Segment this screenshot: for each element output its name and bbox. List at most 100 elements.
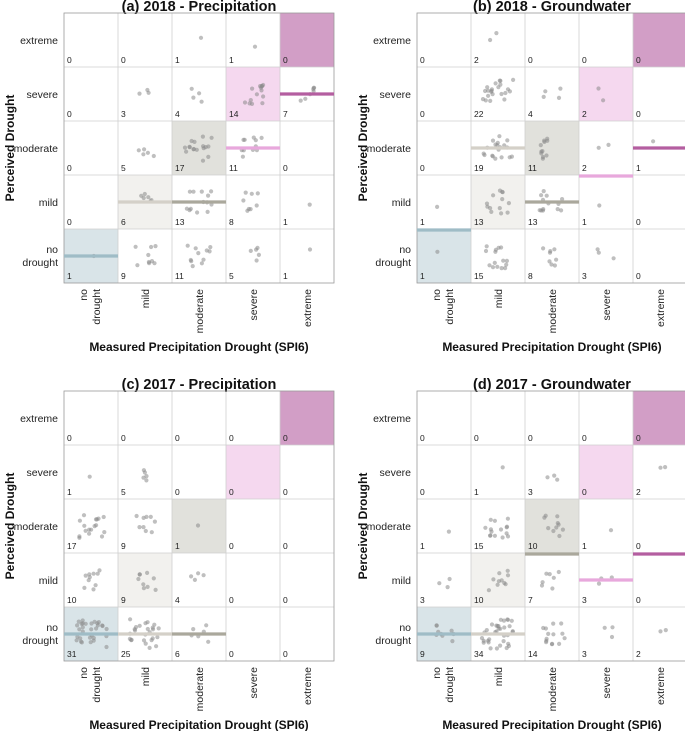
data-point <box>100 623 105 628</box>
data-point <box>549 262 554 267</box>
data-point <box>151 576 156 581</box>
cell-count: 0 <box>229 433 234 443</box>
data-point <box>490 265 496 270</box>
cell-count: 7 <box>528 595 533 605</box>
data-point <box>555 207 560 212</box>
data-point <box>602 625 607 630</box>
data-point <box>555 477 560 482</box>
x-tick-label: mild <box>493 289 505 308</box>
cell-count: 1 <box>175 541 180 551</box>
data-point <box>539 151 544 156</box>
data-point <box>556 569 561 575</box>
data-point <box>597 203 602 208</box>
cell-count: 11 <box>528 163 537 173</box>
data-point <box>551 575 556 580</box>
data-point <box>246 206 251 212</box>
data-point <box>137 91 142 96</box>
data-point <box>447 576 452 582</box>
data-point <box>83 621 88 626</box>
data-point <box>546 631 551 637</box>
data-point <box>552 247 557 252</box>
data-point <box>544 153 549 158</box>
data-point <box>249 191 254 196</box>
data-point <box>505 534 511 539</box>
data-point <box>248 98 253 103</box>
cell-count: 0 <box>67 55 72 65</box>
data-point <box>547 572 552 577</box>
data-point <box>544 640 549 645</box>
data-point <box>484 244 489 249</box>
x-tick-label: no <box>78 667 90 679</box>
data-point <box>539 583 545 588</box>
data-point <box>104 626 109 632</box>
cell-count: 2 <box>474 55 479 65</box>
data-point <box>496 579 501 584</box>
data-point <box>554 525 559 530</box>
data-point <box>195 210 200 215</box>
data-point <box>136 576 141 582</box>
x-tick-label: drought <box>91 667 103 703</box>
data-point <box>541 246 546 251</box>
cell-count: 15 <box>474 541 484 551</box>
data-point <box>254 203 259 208</box>
data-point <box>95 571 100 576</box>
data-point <box>492 260 497 265</box>
data-point <box>311 87 316 92</box>
cell-count: 0 <box>229 649 234 659</box>
data-point <box>187 145 192 150</box>
data-point <box>128 617 133 622</box>
data-point <box>145 150 150 155</box>
cell-count: 31 <box>67 649 77 659</box>
data-point <box>541 94 546 99</box>
cell-count: 2 <box>582 109 587 119</box>
y-tick-label: moderate <box>367 521 412 533</box>
data-point <box>504 262 509 267</box>
data-point <box>542 515 547 520</box>
data-point <box>193 246 198 251</box>
data-point <box>87 531 92 536</box>
cell-count: 0 <box>283 55 288 65</box>
data-point <box>201 144 206 149</box>
data-point <box>449 628 454 633</box>
data-point <box>187 189 192 194</box>
data-point <box>539 193 544 198</box>
panel-title: (a) 2018 - Precipitation <box>122 0 277 15</box>
data-point <box>596 250 601 255</box>
cell-count: 0 <box>67 433 72 443</box>
data-point <box>204 623 209 628</box>
data-point <box>209 135 214 140</box>
panel-frame <box>416 390 685 662</box>
data-point <box>500 465 505 470</box>
cell-count: 1 <box>420 271 425 281</box>
data-point <box>651 139 656 144</box>
data-point <box>493 81 498 86</box>
diagonal-cell-severe <box>579 67 633 121</box>
data-point <box>151 153 156 159</box>
x-tick-label: moderate <box>194 667 206 712</box>
cell-count: 0 <box>636 433 641 443</box>
data-point <box>559 208 564 213</box>
data-point <box>137 525 142 530</box>
panel-title: (b) 2018 - Groundwater <box>473 0 631 15</box>
y-tick-label: moderate <box>14 521 59 533</box>
data-point <box>505 617 511 622</box>
panel-frame <box>63 12 335 284</box>
data-point <box>261 82 266 88</box>
cell-count: 9 <box>121 595 126 605</box>
data-point <box>141 152 146 157</box>
cell-count: 7 <box>283 109 288 119</box>
data-point <box>498 527 504 532</box>
data-point <box>149 244 154 250</box>
data-point <box>663 465 668 470</box>
data-point <box>491 193 496 198</box>
y-tick-label: severe <box>26 89 58 101</box>
y-tick-label: severe <box>26 467 58 479</box>
x-tick-label: mild <box>140 667 152 686</box>
data-point <box>206 144 211 149</box>
cell-count: 1 <box>67 487 72 497</box>
data-point <box>486 93 491 98</box>
cell-count: 15 <box>474 271 484 281</box>
data-point <box>557 533 562 539</box>
